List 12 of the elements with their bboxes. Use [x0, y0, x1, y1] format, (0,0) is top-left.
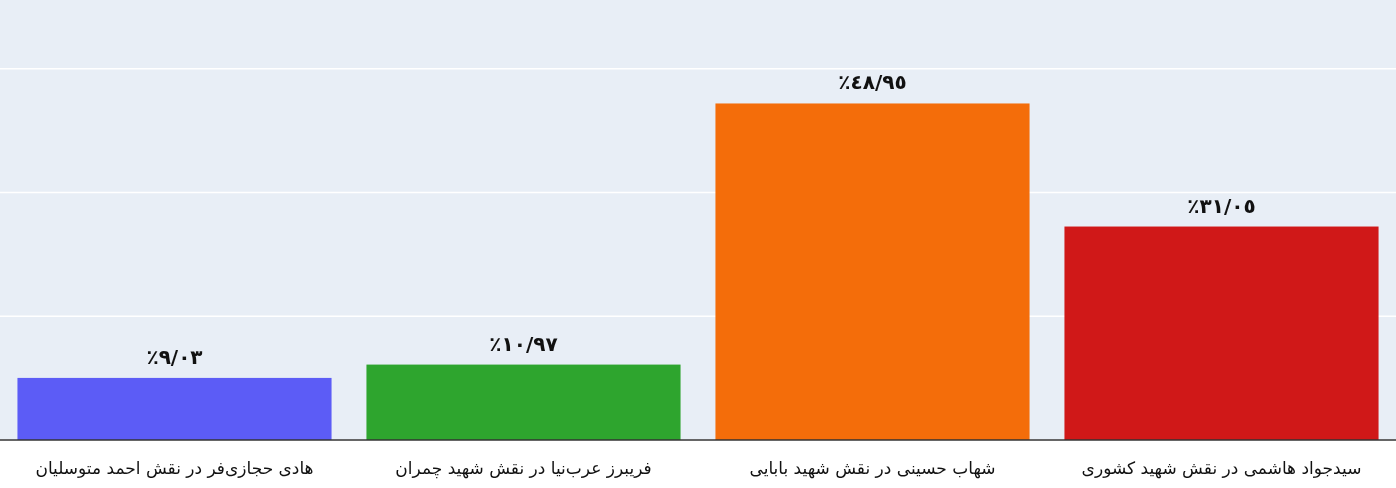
x-tick-label: فریبرز عرب‌نیا در نقش شهید چمران: [395, 458, 652, 479]
bar: [715, 103, 1030, 440]
bar: [17, 377, 332, 440]
x-tick-label: هادی حجازی‌فر در نقش احمد متوسلیان: [35, 458, 314, 478]
bar: [1064, 226, 1379, 440]
data-label: ١٠/٩٧٪: [489, 331, 558, 356]
x-tick-label: شهاب حسینی در نقش شهید بابایی: [749, 458, 996, 479]
data-label: ٤٨/٩٥٪: [838, 70, 907, 95]
data-label: ٩/٠٣٪: [146, 344, 203, 369]
x-tick-label: سیدجواد هاشمی در نقش شهید کشوری: [1081, 458, 1362, 479]
data-label: ٣١/٠٥٪: [1187, 193, 1256, 218]
bar: [366, 364, 681, 440]
